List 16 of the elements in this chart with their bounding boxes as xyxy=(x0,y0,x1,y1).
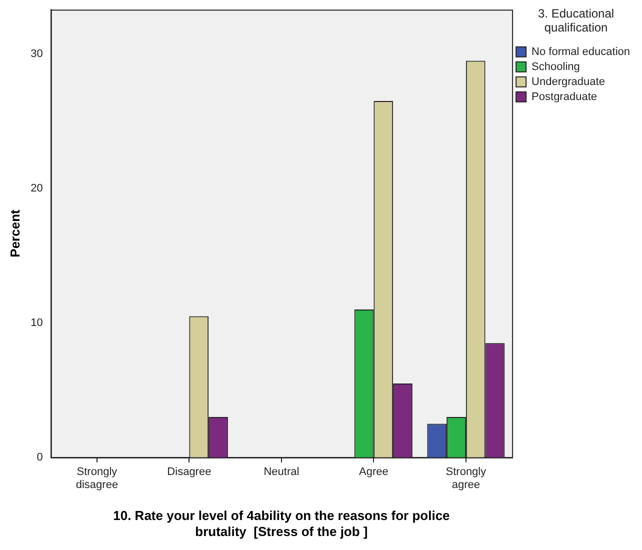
legend-label: No formal education xyxy=(532,46,630,58)
x-tick-label: Disagree xyxy=(167,466,212,478)
y-axis-title: Percent xyxy=(7,208,22,258)
x-tick-label: Agree xyxy=(359,466,388,478)
legend-label: Schooling xyxy=(532,60,580,73)
legend-label: Postgraduate xyxy=(532,90,597,103)
x-axis-title: 10. Rate your level of 4ability on the reasons for police brutality [Stress of the job ] xyxy=(113,508,450,539)
y-tick-label: 30 xyxy=(30,48,43,60)
y-tick-label: 10 xyxy=(30,316,43,329)
x-tick-label: Strongly agree xyxy=(446,466,487,492)
legend-title: 3. Educational qualification xyxy=(538,6,614,35)
legend-label: Undergraduate xyxy=(532,76,605,88)
x-tick-label: Strongly disagree xyxy=(76,466,118,492)
y-tick-label: 0 xyxy=(36,451,43,464)
x-tick-label: Neutral xyxy=(264,466,300,478)
y-tick-label: 20 xyxy=(30,182,43,194)
